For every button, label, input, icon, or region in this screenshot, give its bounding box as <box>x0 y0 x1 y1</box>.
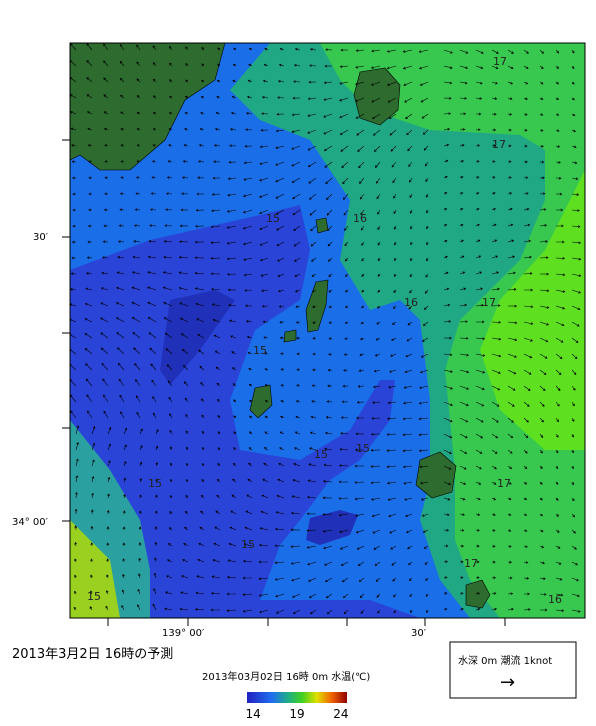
contour-label: 16 <box>404 296 418 309</box>
contour-label: 16 <box>353 212 367 225</box>
legend-box <box>449 641 577 699</box>
legend-arrow: → <box>500 672 515 693</box>
colorbar <box>247 692 347 703</box>
contour-label: 17 <box>492 138 506 151</box>
contour-labels: 17 17 16 15 16 17 15 15 15 17 15 15 17 1… <box>87 55 562 606</box>
island <box>415 451 457 499</box>
island <box>465 579 491 609</box>
contour-label: 15 <box>356 442 370 455</box>
contour-label: 17 <box>464 557 478 570</box>
contour-label: 15 <box>266 212 280 225</box>
title: 2013年3月2日 16時の予測 <box>12 647 173 662</box>
legend-text: 水深 0m 潮流 1knot <box>458 654 552 667</box>
ticks <box>62 139 506 626</box>
colorbar-tick-label: 19 <box>289 707 304 721</box>
map <box>70 43 585 618</box>
contour-label: 15 <box>253 344 267 357</box>
colorbar-tick-label: 24 <box>333 707 348 721</box>
contour-label: 16 <box>548 593 562 606</box>
contour-label: 15 <box>87 590 101 603</box>
contour-label: 17 <box>482 296 496 309</box>
sea-14 <box>70 205 420 618</box>
land <box>70 43 226 171</box>
contour-label: 15 <box>314 448 328 461</box>
island <box>283 329 297 343</box>
colorbar-tick-label: 14 <box>245 707 260 721</box>
sea-cold <box>306 510 358 545</box>
sea-17 <box>320 43 585 618</box>
island <box>305 279 329 333</box>
axis-label: 34° 00′ <box>12 517 49 528</box>
sea-cold <box>160 290 235 385</box>
colorbar-ticks: 14 19 24 <box>245 707 348 721</box>
subtitle: 2013年03月02日 16時 0m 水温(℃) <box>202 670 370 683</box>
current-arrows <box>70 43 582 615</box>
contour-label: 15 <box>148 477 162 490</box>
axis-label: 139° 00′ <box>162 628 205 639</box>
island <box>353 67 401 126</box>
contour-label: 17 <box>497 477 511 490</box>
sea-18 <box>480 170 585 450</box>
axis-label: 30′ <box>411 628 427 639</box>
island <box>315 217 329 234</box>
axis-label: 30′ <box>33 232 49 243</box>
map-frame <box>69 42 586 619</box>
contour-label: 15 <box>241 538 255 551</box>
contour-label: 17 <box>493 55 507 68</box>
